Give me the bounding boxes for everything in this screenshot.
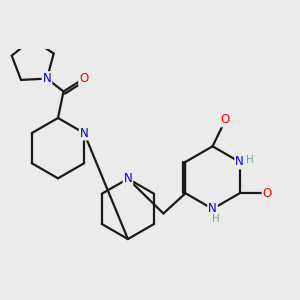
Text: N: N xyxy=(124,172,132,185)
Text: N: N xyxy=(208,202,217,215)
Text: N: N xyxy=(235,155,244,169)
Text: N: N xyxy=(43,72,51,85)
Text: O: O xyxy=(262,187,272,200)
Text: H: H xyxy=(212,214,220,224)
Text: O: O xyxy=(221,113,230,126)
Text: N: N xyxy=(80,127,88,140)
Text: O: O xyxy=(79,72,88,85)
Text: H: H xyxy=(246,155,254,165)
